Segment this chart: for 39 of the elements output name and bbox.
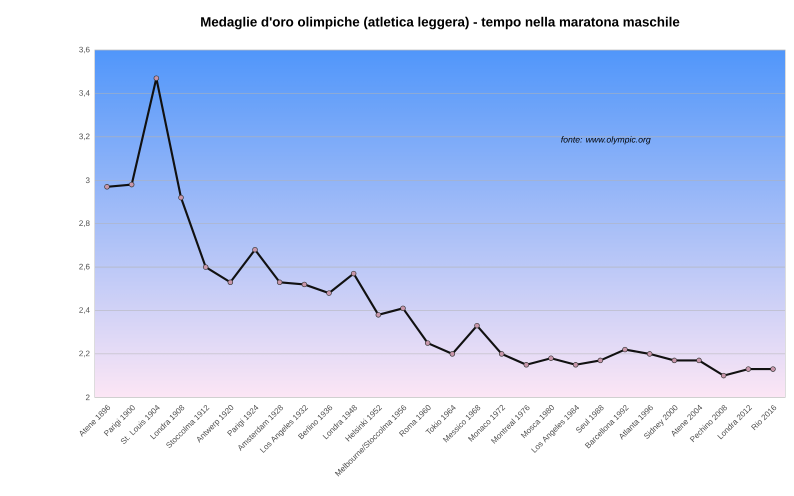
point	[350, 270, 356, 276]
point	[672, 358, 678, 364]
y-tick-label: 3,6	[79, 46, 90, 54]
point	[622, 346, 628, 352]
y-tick-label: 2,8	[79, 220, 90, 227]
point	[572, 362, 578, 368]
point	[498, 351, 504, 357]
point	[276, 280, 282, 286]
point	[696, 358, 702, 364]
point	[746, 366, 752, 372]
point	[104, 184, 110, 190]
point	[474, 322, 480, 328]
point	[548, 356, 554, 361]
point	[770, 366, 776, 372]
point	[178, 194, 184, 200]
y-tick-label: 2,2	[79, 350, 90, 358]
y-tick-label: 2,6	[79, 264, 90, 270]
point	[228, 280, 234, 286]
y-tick-label: 3	[86, 177, 90, 184]
point	[302, 282, 308, 288]
point	[376, 312, 382, 318]
point	[524, 362, 530, 368]
point	[400, 306, 406, 312]
point	[326, 290, 332, 296]
point	[450, 351, 456, 357]
point	[202, 264, 208, 270]
point	[128, 182, 134, 188]
y-tick-label: 2,4	[79, 307, 90, 314]
y-tick-label: 3,2	[79, 134, 90, 140]
annotation: fonte: www.olympic.org	[561, 136, 651, 144]
point	[598, 358, 604, 364]
point	[720, 372, 726, 378]
point	[646, 351, 652, 357]
point	[154, 75, 160, 81]
point	[424, 340, 430, 346]
point	[252, 246, 258, 252]
y-tick-label: 2	[86, 394, 90, 400]
y-tick-label: 3,4	[79, 90, 90, 97]
chart-title: Medaglie d'oro olimpiche (atletica leggera) - tempo nella maratona maschile	[201, 16, 680, 30]
